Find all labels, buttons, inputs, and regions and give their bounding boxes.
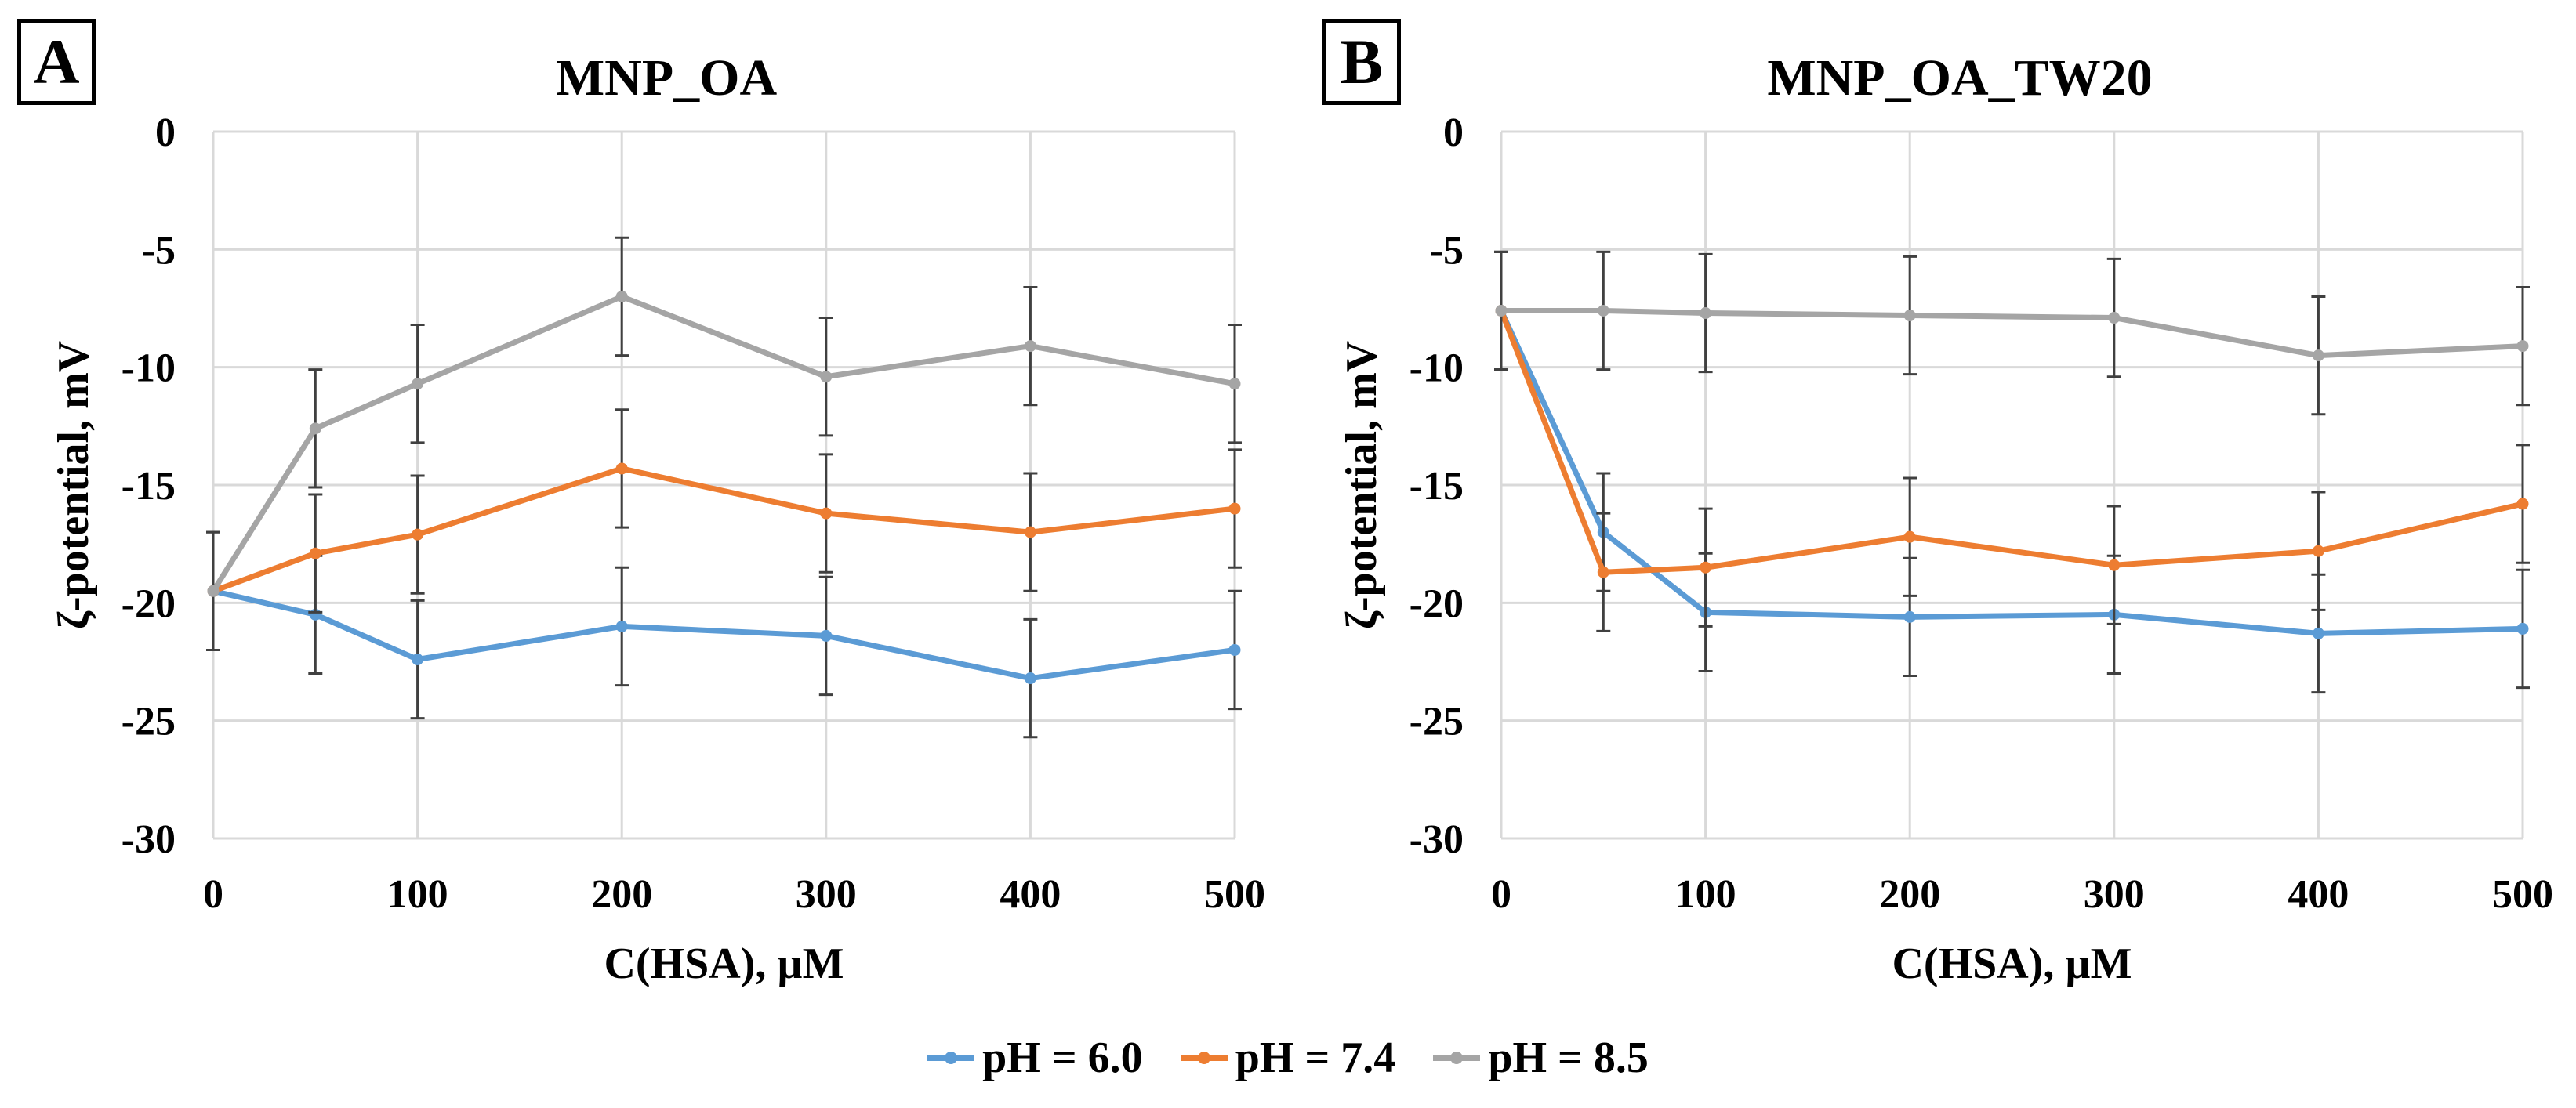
- chart-a-series-ph-8-5-point: [412, 378, 424, 390]
- chart-a-ytick-label: -10: [122, 346, 176, 391]
- chart-b-series-ph-6-0-point: [1903, 610, 1916, 623]
- chart-a-series-ph-7-4-point: [1024, 526, 1036, 538]
- chart-a-series-ph-7-4: [206, 408, 1242, 651]
- chart-b-xtick-label: 500: [2492, 872, 2553, 917]
- chart-a-series-ph-6-0-point: [615, 620, 628, 632]
- chart-b-ytick-label: -25: [1410, 700, 1464, 744]
- legend-item-ph-8-5: pH = 8.5: [1433, 1033, 1649, 1083]
- chart-b-series-ph-8-5-point: [1495, 305, 1508, 317]
- chart-a: 0 -5 -10 -15 -20 -25 -30 0 100 200 300 400 500 C(HSA)…: [49, 110, 1265, 988]
- chart-a-series-ph-7-4-point: [1228, 502, 1241, 515]
- chart-b-series-ph-8-5-point: [1903, 310, 1916, 322]
- legend-marker-ph-7-4: [1180, 1052, 1228, 1064]
- chart-a-series-ph-8-5-point: [615, 290, 628, 302]
- chart-a-series-ph-6-0-point: [820, 629, 833, 642]
- chart-a-series-ph-7-4-point: [412, 528, 424, 541]
- panel-label-a: A: [17, 19, 96, 105]
- chart-b: 0 -5 -10 -15 -20 -25 -30 0 100 200 300 400 500 C(HSA)…: [1337, 110, 2553, 988]
- chart-a-ytick-label: -20: [122, 581, 176, 626]
- chart-b-series-ph-7-4-point: [1700, 561, 1712, 574]
- chart-b-ytick-label: -20: [1410, 581, 1464, 626]
- chart-a-x-axis-label: C(HSA), µM: [604, 940, 844, 988]
- chart-a-xtick-label: 400: [1000, 872, 1061, 917]
- chart-b-series-ph-7-4: [1494, 250, 2530, 632]
- chart-a-series-ph-8-5-point: [820, 371, 833, 383]
- chart-b-ytick-label: -15: [1410, 464, 1464, 509]
- chart-a-y-axis-label: ζ-potential, mV: [49, 341, 98, 629]
- chart-b-xtick-label: 0: [1491, 872, 1511, 917]
- chart-b-series-ph-6-0-point: [2312, 627, 2324, 639]
- chart-a-xtick-label: 0: [203, 872, 223, 917]
- chart-a-series-ph-6-0-point: [1024, 672, 1036, 685]
- legend-marker-ph-6-0: [927, 1052, 975, 1064]
- chart-a-series-ph-6-0-point: [1228, 643, 1241, 656]
- chart-title-a: MNP_OA: [555, 49, 778, 107]
- legend-label-ph-7-4: pH = 7.4: [1235, 1034, 1396, 1082]
- chart-a-series-ph-6-0-point: [412, 653, 424, 665]
- chart-b-series-ph-7-4-point: [1903, 530, 1916, 543]
- chart-b-series-ph-8-5-point: [1597, 305, 1609, 317]
- chart-a-ytick-label: 0: [155, 110, 176, 155]
- chart-b-xtick-label: 300: [2084, 872, 2145, 917]
- chart-a-ytick-label: -15: [122, 464, 176, 509]
- panel-label-b: B: [1322, 19, 1401, 105]
- chart-a-series-ph-7-4-point: [309, 547, 321, 559]
- chart-title-b: MNP_OA_TW20: [1767, 49, 2153, 107]
- chart-b-series-ph-6-0-line: [1498, 310, 2523, 636]
- chart-b-series-ph-8-5-point: [2516, 340, 2529, 353]
- chart-b-series-ph-6-0-point: [2516, 622, 2529, 635]
- chart-a-ytick-label: -5: [142, 228, 176, 273]
- chart-a-series-ph-8-5-point: [309, 422, 321, 435]
- chart-b-series-ph-7-4-point: [2312, 545, 2324, 557]
- chart-b-series-ph-8-5-point: [1700, 307, 1712, 320]
- chart-a-series-ph-8-5-point: [207, 585, 220, 597]
- chart-b-series-ph-8-5-point: [2312, 349, 2324, 362]
- chart-a-series-ph-6-0-line: [212, 588, 1235, 682]
- legend: pH = 6.0 pH = 7.4 pH = 8.5: [0, 1027, 2576, 1089]
- chart-b-ytick-label: -10: [1410, 346, 1464, 391]
- chart-a-series-ph-8-5-point: [1024, 340, 1036, 353]
- chart-b-series-ph-8-5: [1494, 250, 2530, 416]
- chart-b-ytick-label: -5: [1430, 228, 1464, 273]
- chart-a-series-ph-8-5-point: [1228, 378, 1241, 390]
- legend-label-ph-6-0: pH = 6.0: [982, 1034, 1143, 1082]
- chart-b-series-ph-8-5-line: [1501, 308, 2523, 359]
- chart-b-series-ph-7-4-point: [2108, 559, 2121, 571]
- chart-a-xtick-label: 200: [591, 872, 652, 917]
- chart-b-x-axis-label: C(HSA), µM: [1892, 940, 2132, 988]
- chart-b-ytick-label: 0: [1443, 110, 1464, 155]
- chart-b-xtick-label: 100: [1675, 872, 1736, 917]
- chart-a-series-ph-7-4-point: [820, 507, 833, 520]
- legend-label-ph-8-5: pH = 8.5: [1488, 1034, 1649, 1082]
- chart-a-series-ph-7-4-point: [615, 462, 628, 475]
- chart-b-ytick-label: -30: [1410, 817, 1464, 862]
- chart-a-series-ph-7-4-line: [212, 465, 1235, 594]
- chart-b-series-ph-8-5-point: [2108, 312, 2121, 324]
- legend-marker-ph-8-5: [1433, 1052, 1481, 1064]
- chart-a-ytick-label: -30: [122, 817, 176, 862]
- chart-b-y-axis-label: ζ-potential, mV: [1337, 341, 1386, 629]
- chart-a-series-ph-6-0: [206, 530, 1242, 739]
- chart-a-ytick-label: -25: [122, 700, 176, 744]
- legend-item-ph-7-4: pH = 7.4: [1180, 1033, 1396, 1083]
- chart-b-xtick-label: 200: [1879, 872, 1940, 917]
- chart-a-xtick-label: 300: [796, 872, 857, 917]
- legend-item-ph-6-0: pH = 6.0: [927, 1033, 1143, 1083]
- chart-b-series-ph-7-4-point: [1597, 566, 1609, 578]
- chart-a-series-ph-8-5: [206, 236, 1242, 651]
- chart-a-xtick-label: 500: [1204, 872, 1265, 917]
- chart-a-xtick-label: 100: [387, 872, 448, 917]
- chart-a-series-ph-8-5-line: [211, 293, 1235, 593]
- chart-b-series-ph-7-4-line: [1498, 310, 2523, 575]
- chart-b-xtick-label: 400: [2288, 872, 2349, 917]
- chart-b-series-ph-7-4-point: [2516, 498, 2529, 510]
